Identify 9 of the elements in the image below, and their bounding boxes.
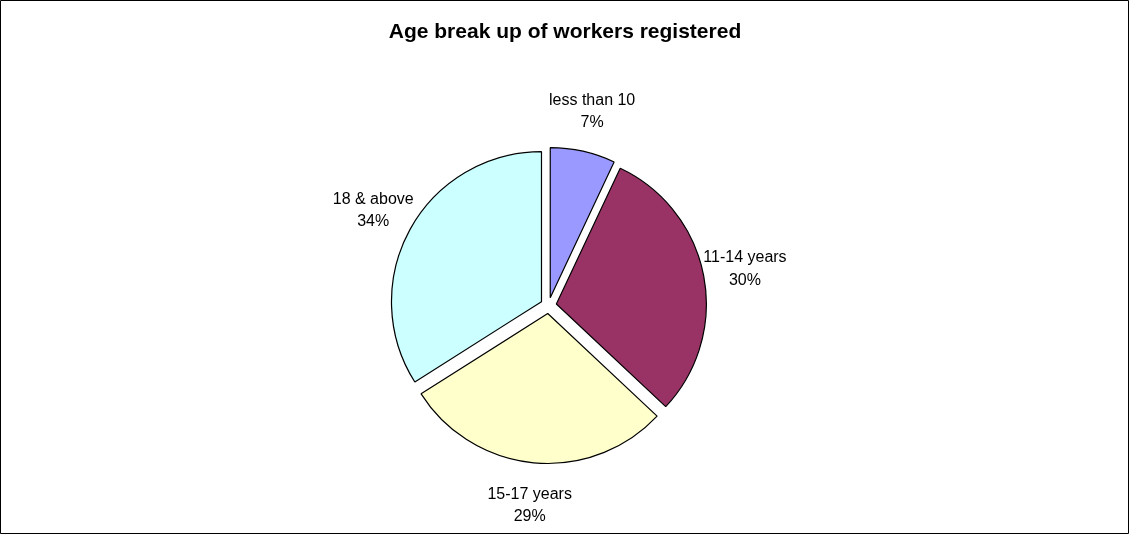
data-label: 7%	[580, 112, 604, 130]
data-label: 29%	[513, 507, 546, 525]
slice-label: 11-14 years	[703, 248, 787, 266]
chart-title: Age break up of workers registered	[388, 19, 742, 42]
slice-label: less than 10	[548, 90, 636, 108]
slice-label: 15-17 years	[487, 485, 572, 503]
data-label: 34%	[357, 211, 390, 229]
slice-label: 18 & above	[332, 189, 414, 207]
data-label: 30%	[728, 270, 761, 288]
